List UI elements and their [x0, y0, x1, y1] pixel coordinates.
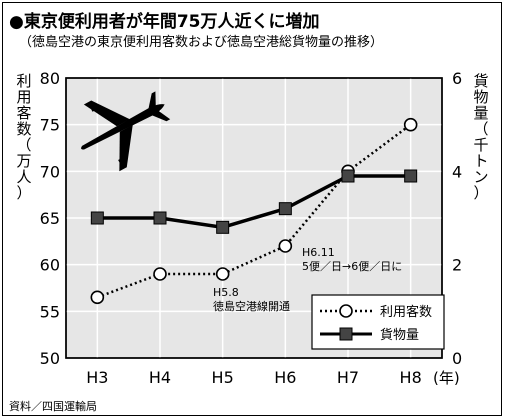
passengers-point	[153, 267, 167, 281]
legend: 利用客数 貨物量	[311, 294, 445, 350]
left-axis-label-text: 利用客数（万人）	[16, 72, 31, 202]
legend-label-passengers: 利用客数	[380, 304, 432, 320]
legend-marker-cargo	[339, 327, 353, 341]
left-tick-label: 60	[40, 256, 60, 275]
left-tick-label: 70	[40, 162, 60, 181]
chart-subtitle: （徳島空港の東京便利用客数および徳島空港総貨物量の推移）	[19, 35, 384, 50]
right-tick-label: 6	[452, 69, 462, 88]
right-tick-label: 2	[452, 256, 462, 275]
cargo-point	[90, 211, 104, 225]
annotation-h611-date: H6.11	[302, 246, 335, 259]
cargo-point	[153, 211, 167, 225]
right-axis-label: 貨物量（千トン）	[473, 72, 488, 202]
left-tick-label: 75	[40, 116, 60, 135]
cargo-line	[97, 174, 411, 230]
x-axis-unit: (年)	[433, 369, 460, 387]
cargo-point	[404, 169, 418, 183]
cargo-point	[341, 169, 355, 183]
left-tick-label: 65	[40, 209, 60, 228]
x-tick-label: H7	[337, 368, 359, 387]
right-tick-label: 0	[452, 349, 462, 368]
annotation-h611-text: 5便／日→6便／日に	[302, 260, 402, 273]
source-note: 資料／四国運輸局	[9, 400, 97, 413]
annotation-h58-date: H5.8	[213, 286, 239, 299]
passengers-point	[215, 267, 230, 281]
left-tick-label: 50	[40, 349, 60, 368]
left-axis-ticks: 50 55 60 65 70 75 80	[40, 69, 60, 368]
right-axis-label-text: 貨物量（千トン）	[473, 72, 488, 202]
legend-label-cargo: 貨物量	[380, 327, 419, 343]
annotation-h58-text: 徳島空港線開通	[213, 299, 290, 313]
passengers-point	[90, 290, 105, 305]
legend-box	[311, 294, 445, 350]
chart-title: ●東京便利用者が年間75万人近くに増加	[9, 12, 320, 32]
left-axis-label: 利用客数（万人）	[16, 72, 31, 202]
cargo-point	[278, 202, 292, 216]
passengers-point	[278, 239, 293, 253]
left-tick-label: 55	[40, 302, 60, 321]
x-tick-label: H6	[274, 368, 296, 387]
left-tick-label: 80	[40, 69, 60, 88]
right-axis-ticks: 0 2 4 6	[452, 69, 462, 368]
x-axis-ticks: H3 H4 H5 H6 H7 H8	[86, 368, 422, 387]
right-tick-label: 4	[452, 162, 462, 181]
passengers-line	[96, 123, 412, 299]
x-tick-label: H3	[86, 368, 108, 387]
airplane-icon	[81, 91, 171, 172]
passengers-point	[403, 117, 418, 132]
x-tick-label: H4	[149, 368, 171, 387]
series-cargo	[90, 169, 418, 234]
legend-marker-passengers	[339, 304, 353, 318]
cargo-point	[216, 220, 230, 234]
plot-border	[65, 77, 443, 359]
x-tick-label: H8	[400, 368, 422, 387]
x-tick-label: H5	[212, 368, 234, 387]
